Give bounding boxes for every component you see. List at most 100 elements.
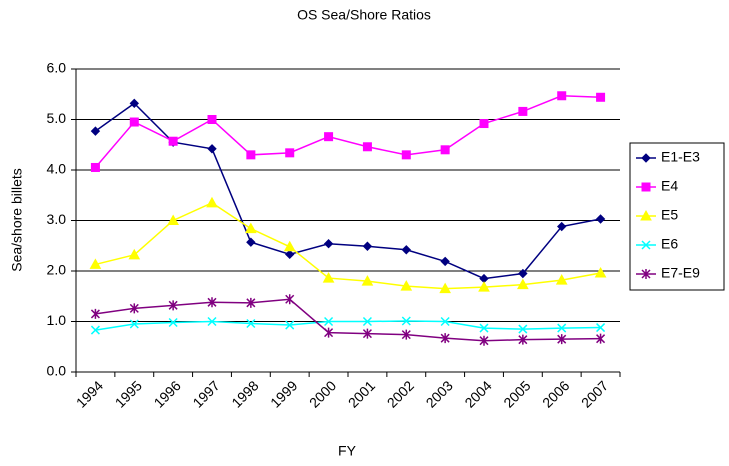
point-marker [129,117,139,127]
y-tick-label: 6.0 [47,60,67,76]
point-marker [518,334,528,345]
y-tick-label: 4.0 [47,161,67,177]
point-marker [245,222,257,234]
x-tick-label: 2004 [461,377,494,410]
chart-title: OS Sea/Shore Ratios [297,7,431,23]
point-marker [129,303,139,314]
point-marker [324,132,334,142]
legend-marker [641,240,651,250]
point-marker [362,142,372,152]
legend-marker [641,153,651,163]
x-tick-label: 2003 [423,377,456,410]
point-marker [400,280,413,291]
point-marker [479,119,489,129]
point-marker [285,320,295,330]
point-marker [596,323,606,333]
point-marker [439,282,451,294]
point-marker [322,272,335,283]
point-marker [362,328,372,339]
legend-label: E5 [661,207,678,223]
point-marker [557,334,567,345]
point-marker [90,308,100,319]
point-marker [246,297,256,308]
legend-label: E4 [661,178,678,194]
point-marker [207,144,217,154]
x-tick-label: 2005 [500,377,533,410]
legend-label: E1-E3 [661,149,700,165]
point-marker [518,324,528,334]
point-marker [440,333,450,344]
x-tick-label: 1999 [267,377,300,410]
point-marker [557,91,567,101]
x-tick-label: 2000 [306,377,339,410]
legend-marker [641,269,651,279]
point-marker [557,221,567,232]
point-marker [594,266,607,278]
x-tick-label: 1997 [189,377,222,410]
point-marker [89,258,102,269]
x-tick-label: 2007 [578,377,611,410]
point-marker [323,239,334,249]
y-tick-label: 1.0 [47,312,67,328]
point-marker [207,297,217,308]
point-marker [479,335,489,346]
point-marker [285,249,295,260]
x-tick-label: 1998 [228,377,261,410]
point-marker [518,268,528,279]
point-marker [479,323,489,333]
point-marker [596,333,606,344]
point-marker [167,214,179,225]
point-marker [478,281,490,292]
point-marker [557,323,567,333]
y-tick-label: 0.0 [47,363,67,379]
y-axis-label: Sea/shore billets [9,168,25,272]
legend-marker [640,209,652,221]
x-tick-label: 1996 [151,377,184,410]
point-marker [207,115,217,124]
x-tick-label: 1995 [112,377,145,410]
legend-marker [641,182,651,192]
point-marker [440,316,450,327]
series-line [94,102,601,280]
series-line [94,95,601,168]
x-tick-label: 1994 [73,377,106,410]
series-line [95,298,601,342]
y-tick-label: 3.0 [47,211,67,227]
point-marker [401,245,411,255]
point-marker [285,294,295,305]
point-marker [362,316,372,327]
point-marker [246,237,256,247]
point-marker [285,148,295,158]
point-marker [401,329,411,340]
series-line [95,320,601,331]
legend-label: E7-E9 [661,265,700,281]
point-marker [283,240,296,252]
x-tick-label: 2001 [345,377,378,410]
point-marker [324,316,334,327]
point-marker [401,316,411,326]
point-marker [90,162,100,172]
point-marker [555,274,568,285]
point-marker [168,317,178,328]
point-marker [324,327,334,338]
x-axis-label: FY [338,443,357,459]
point-marker [596,92,606,102]
x-tick-label: 2006 [539,377,572,410]
point-marker [595,214,606,224]
point-marker [207,316,217,327]
point-marker [168,136,178,146]
point-marker [90,325,100,335]
series-line [95,201,601,290]
point-marker [362,241,373,251]
point-marker [128,248,141,260]
point-marker [517,278,529,290]
point-marker [246,318,256,329]
point-marker [518,106,528,116]
y-tick-label: 5.0 [47,110,67,126]
point-marker [361,275,374,286]
point-marker [168,300,178,311]
y-tick-label: 2.0 [47,262,67,278]
point-marker [206,196,218,208]
point-marker [129,98,139,109]
